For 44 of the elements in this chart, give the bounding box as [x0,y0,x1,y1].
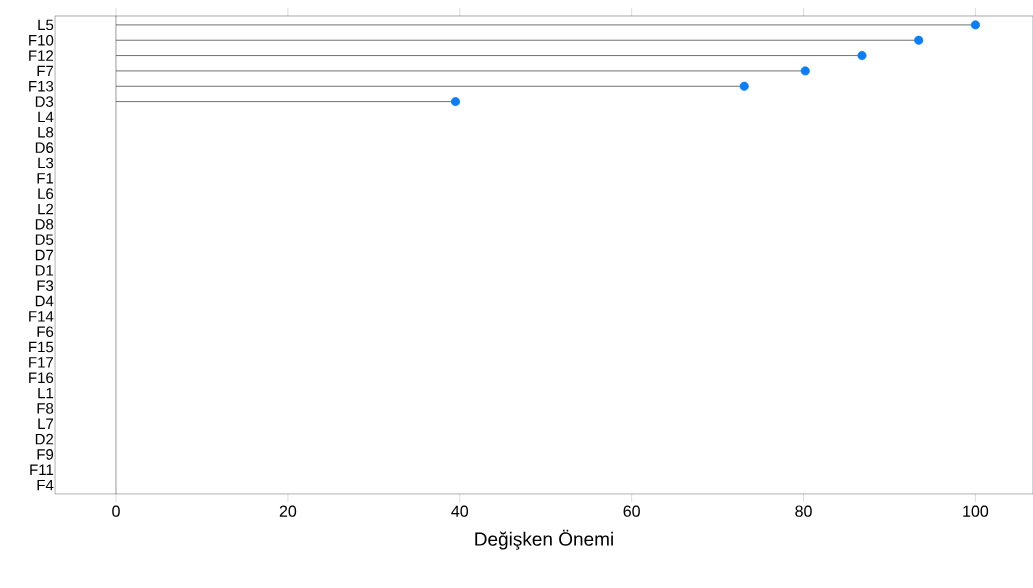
y-tick-label: F12 [29,50,54,61]
y-tick-label: F16 [29,372,54,384]
y-tick-label: F10 [29,34,54,46]
y-tick-label: D8 [35,219,54,230]
x-tick-label: 100 [963,505,989,517]
y-tick-label: F15 [29,341,54,353]
y-tick-label: D2 [35,433,54,445]
y-tick-label: D7 [35,249,54,261]
y-tick-label: L8 [38,126,54,138]
y-tick-label: F1 [37,173,54,184]
y-tick-label: F6 [37,326,54,337]
point [914,35,924,45]
y-tick-label: F17 [29,357,54,368]
y-tick-label: F9 [37,449,54,460]
y-tick-label: D3 [35,96,54,107]
y-tick-label: F13 [29,80,54,92]
point [970,20,980,30]
point [450,97,461,107]
y-tick-label: L2 [38,203,54,215]
y-tick-label: L3 [38,157,54,169]
x-tick-label: 60 [623,505,640,517]
y-tick-label: D4 [35,295,54,307]
point [857,51,867,61]
y-tick-label: L6 [38,188,54,199]
y-tick-label: L1 [38,387,54,399]
y-tick-label: L7 [38,418,54,429]
y-tick-label: F4 [37,479,54,491]
y-tick-label: D1 [35,265,54,276]
x-tick-label: 40 [451,505,469,517]
y-tick-label: D5 [35,234,54,245]
x-tick-label: 20 [279,505,297,517]
y-tick-label: F8 [37,403,54,414]
y-tick-label: F7 [37,65,54,77]
y-tick-label: L5 [38,19,54,31]
point [739,81,749,91]
x-tick-label: 80 [795,505,812,517]
y-tick-label: F14 [29,311,54,322]
x-axis-title: Değişken Önemi [475,529,613,550]
y-tick-label: D6 [35,142,54,153]
point [800,66,810,76]
y-tick-label: L4 [38,111,54,123]
y-tick-label: F11 [30,464,54,475]
y-tick-label: F3 [37,280,54,291]
x-tick-label: 0 [112,505,120,517]
